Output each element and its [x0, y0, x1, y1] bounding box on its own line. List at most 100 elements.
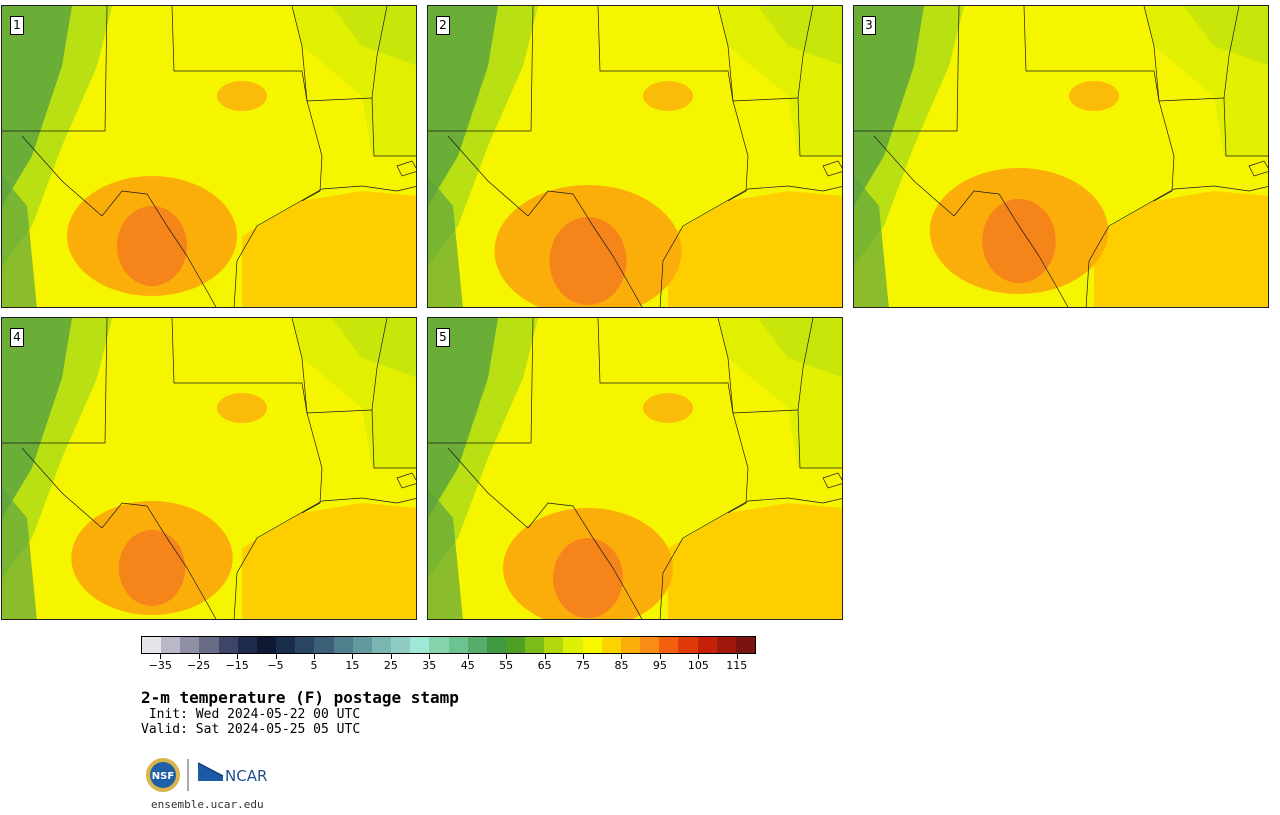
state-border-ar-la	[717, 6, 749, 202]
mountain-terrain	[2, 6, 72, 206]
hot-zone	[549, 217, 627, 305]
mountain-terrain-south	[428, 488, 463, 619]
mountain-terrain	[428, 318, 498, 518]
member-panel-5: 5	[427, 317, 843, 620]
warm-patch-north	[217, 81, 267, 111]
nsf-logo: NSF	[146, 758, 180, 792]
state-border-nm	[2, 6, 108, 132]
colorbar-tick	[429, 654, 431, 659]
colorbar-cell	[544, 637, 564, 653]
state-border-ar-la	[717, 318, 749, 514]
colorbar-cell	[620, 637, 641, 653]
hot-zone	[117, 206, 187, 286]
colorbar-tick	[506, 654, 508, 659]
colorbar-tick	[467, 654, 469, 659]
colorbar-tick	[621, 654, 623, 659]
colorbar-tick	[390, 654, 392, 659]
colorbar-tick-label: 65	[537, 659, 552, 672]
valid-time: Valid: Sat 2024-05-25 05 UTC	[141, 722, 361, 737]
colorbar-tick-label: 45	[460, 659, 475, 672]
temperature-map-4	[2, 318, 416, 619]
state-border-ms	[371, 6, 388, 99]
gulf-of-mexico	[668, 503, 842, 619]
state-border-ar-la	[1143, 6, 1175, 202]
member-panel-4: 4	[1, 317, 417, 620]
temperature-map-1	[2, 6, 416, 307]
colorbar-cell	[467, 637, 487, 653]
ncar-logo: NCAR	[197, 762, 267, 785]
gulf-of-mexico	[1094, 191, 1268, 307]
colorbar-tick-label: 35	[422, 659, 437, 672]
gulf-coastline	[233, 497, 416, 619]
logos: NSF NCAR	[145, 757, 275, 793]
colorbar-cell	[525, 637, 545, 653]
mississippi-delta	[822, 472, 842, 489]
state-border-ok	[597, 6, 799, 102]
state-border-ok	[171, 6, 373, 102]
cool-region-ne-green	[1184, 6, 1268, 66]
colorbar-cell	[697, 637, 717, 653]
state-border-ok	[171, 318, 373, 414]
colorbar-cell	[237, 637, 257, 653]
colorbar-tick	[583, 654, 585, 659]
temperature-map-3	[854, 6, 1268, 307]
warm-patch-north	[217, 393, 267, 423]
colorbar-cell	[352, 637, 372, 653]
colorbar-cell	[640, 637, 660, 653]
colorbar-cell	[448, 637, 468, 653]
colorbar-cell	[582, 637, 602, 653]
colorbar-cell	[180, 637, 200, 653]
member-panel-2: 2	[427, 5, 843, 308]
cool-region-ne-green	[332, 318, 416, 378]
colorbar-cell	[218, 637, 238, 653]
state-border-nm	[854, 6, 960, 132]
colorbar-cell	[256, 637, 277, 653]
us-mexico-border	[873, 135, 1069, 307]
temperature-colorbar	[141, 636, 756, 654]
colorbar-tick	[659, 654, 661, 659]
colorbar-tick-label: 95	[652, 659, 667, 672]
warm-patch-north	[643, 393, 693, 423]
temperature-map-5	[428, 318, 842, 619]
colorbar-cell	[199, 637, 219, 653]
colorbar-tick-label: −35	[148, 659, 172, 672]
colorbar-tick-label: 25	[383, 659, 398, 672]
colorbar-tick-label: 55	[499, 659, 514, 672]
us-mexico-border	[21, 447, 217, 619]
state-border-ar-la	[291, 318, 323, 514]
colorbar-tick	[698, 654, 700, 659]
member-label: 3	[862, 16, 876, 35]
colorbar-cell	[295, 637, 315, 653]
warm-patch-north	[1069, 81, 1119, 111]
state-border-nm	[428, 6, 534, 132]
cool-region-ne-green	[758, 318, 842, 378]
init-time: Init: Wed 2024-05-22 00 UTC	[141, 707, 361, 722]
hot-zone	[982, 199, 1056, 283]
colorbar-tick-label: −25	[187, 659, 211, 672]
colorbar-tick	[352, 654, 354, 659]
colorbar-cell	[314, 637, 334, 653]
state-border-ms	[371, 318, 388, 411]
gulf-of-mexico	[242, 503, 416, 619]
colorbar-cell	[486, 637, 506, 653]
colorbar-tick-label: 105	[687, 659, 709, 672]
gulf-of-mexico	[668, 191, 842, 307]
colorbar-tick-label: −15	[225, 659, 249, 672]
cool-region-ne-green	[332, 6, 416, 66]
colorbar-cell	[161, 637, 181, 653]
state-border-la	[1223, 97, 1268, 157]
member-label: 5	[436, 328, 450, 347]
state-border-ms	[797, 318, 814, 411]
ncar-logo-text: NCAR	[225, 767, 267, 785]
colorbar-tick-label: 85	[614, 659, 629, 672]
colorbar-cell	[276, 637, 296, 653]
colorbar-tick	[198, 654, 200, 659]
gulf-coastline	[1085, 185, 1268, 307]
mountain-terrain-south	[2, 176, 37, 307]
colorbar-tick	[275, 654, 277, 659]
us-mexico-border	[447, 135, 643, 307]
mississippi-delta	[1248, 160, 1268, 177]
mississippi-delta	[822, 160, 842, 177]
colorbar-cell	[371, 637, 392, 653]
state-border-ok	[1023, 6, 1225, 102]
